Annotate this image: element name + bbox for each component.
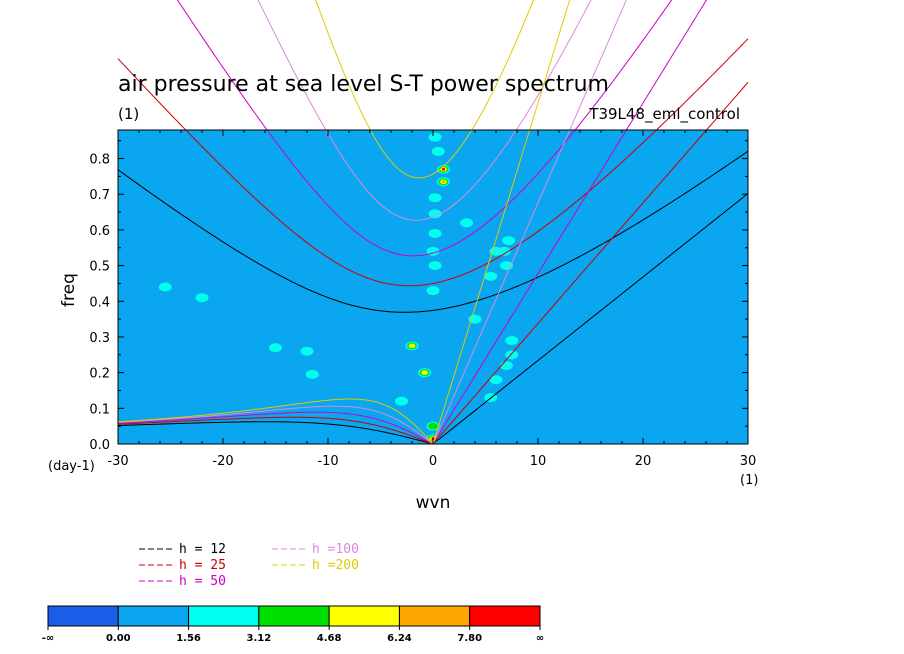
x-tick-label: 10	[530, 454, 547, 469]
colorbar-label: 3.12	[247, 633, 272, 644]
contour-blob	[428, 228, 442, 238]
contour-blob	[428, 193, 442, 203]
legend-label: h =100	[312, 542, 359, 557]
rossby-curve	[117, 405, 434, 445]
chart-subtitle-left: (1)	[118, 105, 139, 123]
contour-blob	[195, 293, 209, 303]
contour-blob	[442, 167, 445, 171]
kelvin-curve	[432, 0, 708, 445]
colorbar-label: 0.00	[106, 633, 131, 644]
contour-blobs	[158, 132, 519, 444]
legend-label: h = 12	[179, 542, 226, 557]
y-tick-label: 0.2	[89, 367, 110, 382]
y-tick-label: 0.7	[89, 188, 110, 203]
inertia-gravity-curve	[117, 150, 749, 313]
colorbar-label: -∞	[42, 633, 54, 644]
contour-blob	[426, 286, 440, 296]
kelvin-curve	[432, 193, 749, 445]
x-tick-label: -30	[107, 454, 128, 469]
colorbar-label: 7.80	[457, 633, 482, 644]
colorbar: -∞ 0.00 1.56 3.12 4.68 6.24 7.80 ∞	[42, 605, 544, 644]
contour-blob	[460, 218, 474, 228]
contour-blob	[431, 146, 445, 156]
colorbar-segment	[117, 605, 190, 627]
y-tick-label: 0.1	[89, 402, 110, 417]
colorbar-label: 1.56	[176, 633, 201, 644]
contour-blob	[428, 261, 442, 271]
dispersion-curves	[117, 0, 749, 445]
inertia-gravity-curve	[117, 38, 749, 287]
colorbar-segment	[47, 605, 119, 627]
inertia-gravity-curve	[315, 0, 534, 179]
x-tick-label: 20	[635, 454, 652, 469]
inertia-gravity-curve	[257, 0, 592, 221]
y-axis-label: freq	[59, 273, 79, 307]
contour-blob	[505, 336, 519, 346]
contour-blob	[158, 282, 172, 292]
legend-label: h =200	[312, 558, 359, 573]
contour-blob	[484, 271, 498, 281]
contour-blob	[300, 346, 314, 356]
contour-blob	[441, 180, 446, 184]
colorbar-segment	[328, 605, 400, 627]
colorbar-segment	[258, 605, 330, 627]
contour-blob	[421, 370, 428, 375]
rossby-curve	[117, 411, 434, 445]
kelvin-curve	[432, 0, 627, 445]
y-tick-label: 0.0	[89, 438, 110, 453]
x-tick-label: -20	[212, 454, 233, 469]
x-axis-label: wvn	[416, 493, 451, 513]
colorbar-label: 6.24	[387, 633, 412, 644]
colorbar-label: 4.68	[317, 633, 342, 644]
rossby-curve	[117, 416, 434, 445]
x-tick-label: 30	[740, 454, 757, 469]
contour-blob	[395, 396, 408, 406]
y-unit-label: (day-1)	[48, 459, 95, 474]
contour-blob	[408, 343, 416, 349]
contour-blob	[269, 343, 282, 353]
chart-subtitle-right: T39L48_eml_control	[588, 105, 740, 124]
y-tick-label: 0.5	[89, 260, 110, 275]
rossby-curve	[117, 421, 434, 445]
x-unit-label: (1)	[740, 473, 758, 488]
colorbar-segment	[469, 605, 541, 627]
axes: -30 -20 -10 0 10 20 30 0.0 0.1 0.2 0.3 0.4 0.5 0.6 0.7…	[89, 130, 756, 469]
y-tick-label: 0.3	[89, 331, 110, 346]
contour-blob	[428, 132, 442, 142]
contour-blob	[305, 369, 319, 379]
x-tick-label: -10	[317, 454, 338, 469]
y-tick-label: 0.4	[89, 295, 110, 310]
legend-label: h = 50	[179, 574, 226, 589]
contour-blob	[428, 422, 438, 430]
kelvin-curve	[432, 82, 749, 445]
contour-blob	[505, 350, 519, 360]
contour-blob	[502, 236, 516, 246]
y-tick-label: 0.8	[89, 153, 110, 168]
chart-title: air pressure at sea level S-T power spec…	[118, 72, 609, 97]
y-tick-label: 0.6	[89, 224, 110, 239]
colorbar-label: ∞	[536, 633, 544, 644]
colorbar-segment	[188, 605, 260, 627]
x-tick-label: 0	[429, 454, 437, 469]
rossby-curve	[117, 398, 434, 445]
legend-label: h = 25	[179, 558, 226, 573]
colorbar-segment	[398, 605, 471, 627]
kelvin-curve	[432, 0, 571, 445]
contour-blob	[489, 375, 503, 385]
contour-blob	[428, 209, 442, 219]
inertia-gravity-curve	[176, 0, 673, 257]
